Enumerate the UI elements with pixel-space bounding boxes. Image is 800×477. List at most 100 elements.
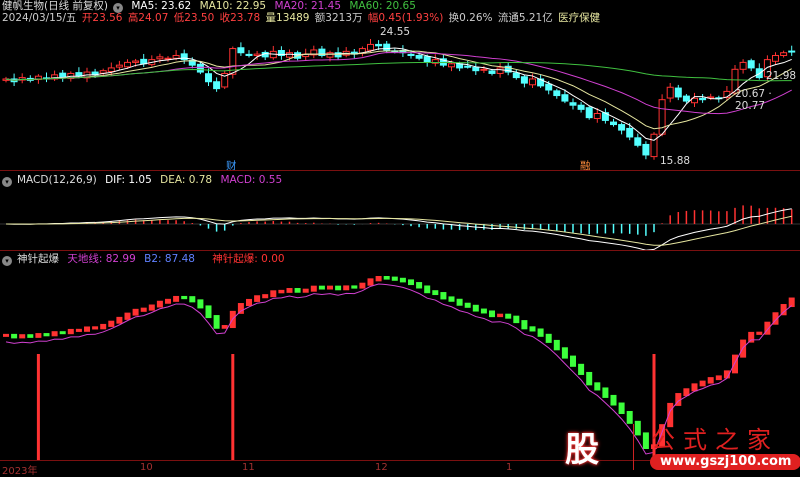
indicator-bar [545, 333, 552, 343]
indicator-bar [586, 371, 593, 386]
indicator-bar [464, 302, 471, 308]
indicator-bar [246, 298, 252, 307]
indicator-bar [92, 326, 99, 330]
ma10-line [5, 50, 792, 130]
chevron-down-icon[interactable]: ▾ [2, 177, 12, 187]
candle-body [691, 97, 698, 104]
candle-body [156, 56, 164, 60]
candle-body [731, 68, 739, 94]
volume-label: 量13489 [265, 12, 310, 24]
x-tick: 2023年 [2, 466, 38, 477]
candle-body [310, 49, 318, 56]
indicator-bar [788, 297, 795, 308]
indicator-bar [116, 316, 123, 324]
candle-body [375, 43, 383, 47]
candle-body [213, 81, 221, 90]
indicator-bar [626, 410, 633, 424]
indicator-bar [189, 296, 196, 303]
dea-label: DEA: 0.78 [160, 174, 213, 186]
candle-body [18, 77, 26, 81]
signal-label: 神针起爆: 0.00 [212, 253, 285, 265]
header-ma-row: 健帆生物(日线 前复权) ▾ MA5: 23.62 MA10: 22.95 MA2… [2, 0, 421, 13]
candle-body [415, 54, 423, 59]
indicator-bar [67, 328, 74, 335]
margin-marker[interactable]: 融 [580, 160, 591, 172]
candle-body [529, 78, 536, 86]
candle-body [569, 102, 577, 106]
high-label: 高24.07 [127, 12, 169, 24]
indicator-bar [165, 298, 171, 304]
open-label: 开23.56 [81, 12, 123, 24]
date-label: 2024/03/15/五 [2, 12, 77, 24]
ma10-label: MA10: 22.95 [199, 0, 267, 12]
candle-body [593, 113, 601, 119]
watermark: 股 公式之家 www.gszj100.com [555, 420, 800, 472]
candle-body [51, 74, 59, 80]
candle-body [172, 54, 180, 59]
candle-body [553, 90, 561, 97]
candle-body [277, 50, 285, 56]
indicator-bar [156, 300, 163, 308]
indicator-bar [43, 333, 50, 337]
change-label: 幅0.45(1.93%) [367, 12, 444, 24]
indicator-bar [748, 331, 755, 343]
indicator-bar [375, 276, 382, 282]
indicator-bar [489, 310, 495, 318]
indicator-bar [602, 387, 609, 398]
finance-marker[interactable]: 财 [226, 160, 237, 172]
macd-chart[interactable] [0, 188, 800, 250]
candle-body [682, 95, 690, 102]
candle-body [618, 124, 626, 131]
chevron-down-icon[interactable]: ▾ [113, 3, 124, 13]
right-annotation-1: 21.98 [766, 70, 797, 82]
signal-spike [652, 354, 656, 460]
indicator-bar [408, 279, 414, 286]
indicator-bar [75, 328, 82, 332]
candle-body [537, 78, 545, 87]
candle-body [788, 50, 796, 53]
indicator-bar [262, 294, 269, 299]
candle-body [448, 63, 455, 68]
indicator-bar [286, 288, 293, 293]
header-quote-row: 2024/03/15/五 开23.56 高24.07 低23.50 收23.78… [2, 12, 605, 25]
candle-body [545, 83, 553, 91]
indicator-bar [84, 326, 90, 332]
watermark-site: 公式之家 [651, 426, 779, 454]
candle-body [739, 61, 747, 70]
indicator-bar [553, 339, 560, 351]
indicator-bar [723, 370, 730, 379]
candle-body [180, 53, 188, 61]
candle-body [472, 66, 480, 72]
price-chart[interactable] [0, 24, 800, 170]
indicator-bar [278, 289, 285, 294]
ma20-label: MA20: 21.45 [274, 0, 342, 12]
indicator-bar [472, 304, 479, 312]
indicator-bar [594, 382, 601, 391]
indicator-bar [359, 282, 366, 289]
indicator-bar [456, 298, 463, 306]
candle-body [107, 67, 115, 73]
indicator-bar [327, 285, 333, 290]
ma20-line [5, 51, 792, 115]
turnover-label: 换0.26% [448, 12, 493, 24]
indicator-bar [715, 375, 722, 381]
float-label: 流通5.21亿 [497, 12, 553, 24]
candle-body [164, 57, 172, 60]
x-tick: 10 [140, 462, 153, 473]
watermark-logo: 股 [565, 430, 599, 470]
ma60-line [5, 61, 792, 82]
indicator-bar [691, 383, 698, 392]
indicator-bar [578, 363, 585, 375]
candle-body [124, 61, 131, 68]
chevron-down-icon[interactable]: ▾ [2, 256, 12, 266]
indicator-chart[interactable] [0, 266, 800, 460]
indicator-bar [221, 325, 228, 329]
candle-body [520, 76, 528, 84]
watermark-divider [633, 424, 634, 470]
candle-body [634, 137, 642, 146]
signal-spike [231, 354, 235, 460]
ma5-label: MA5: 23.62 [131, 0, 192, 12]
candle-body [504, 65, 512, 73]
macd-header: ▾ MACD(12,26,9) DIF: 1.05 DEA: 0.78 MACD:… [2, 174, 287, 187]
indicator-bar [537, 328, 544, 337]
